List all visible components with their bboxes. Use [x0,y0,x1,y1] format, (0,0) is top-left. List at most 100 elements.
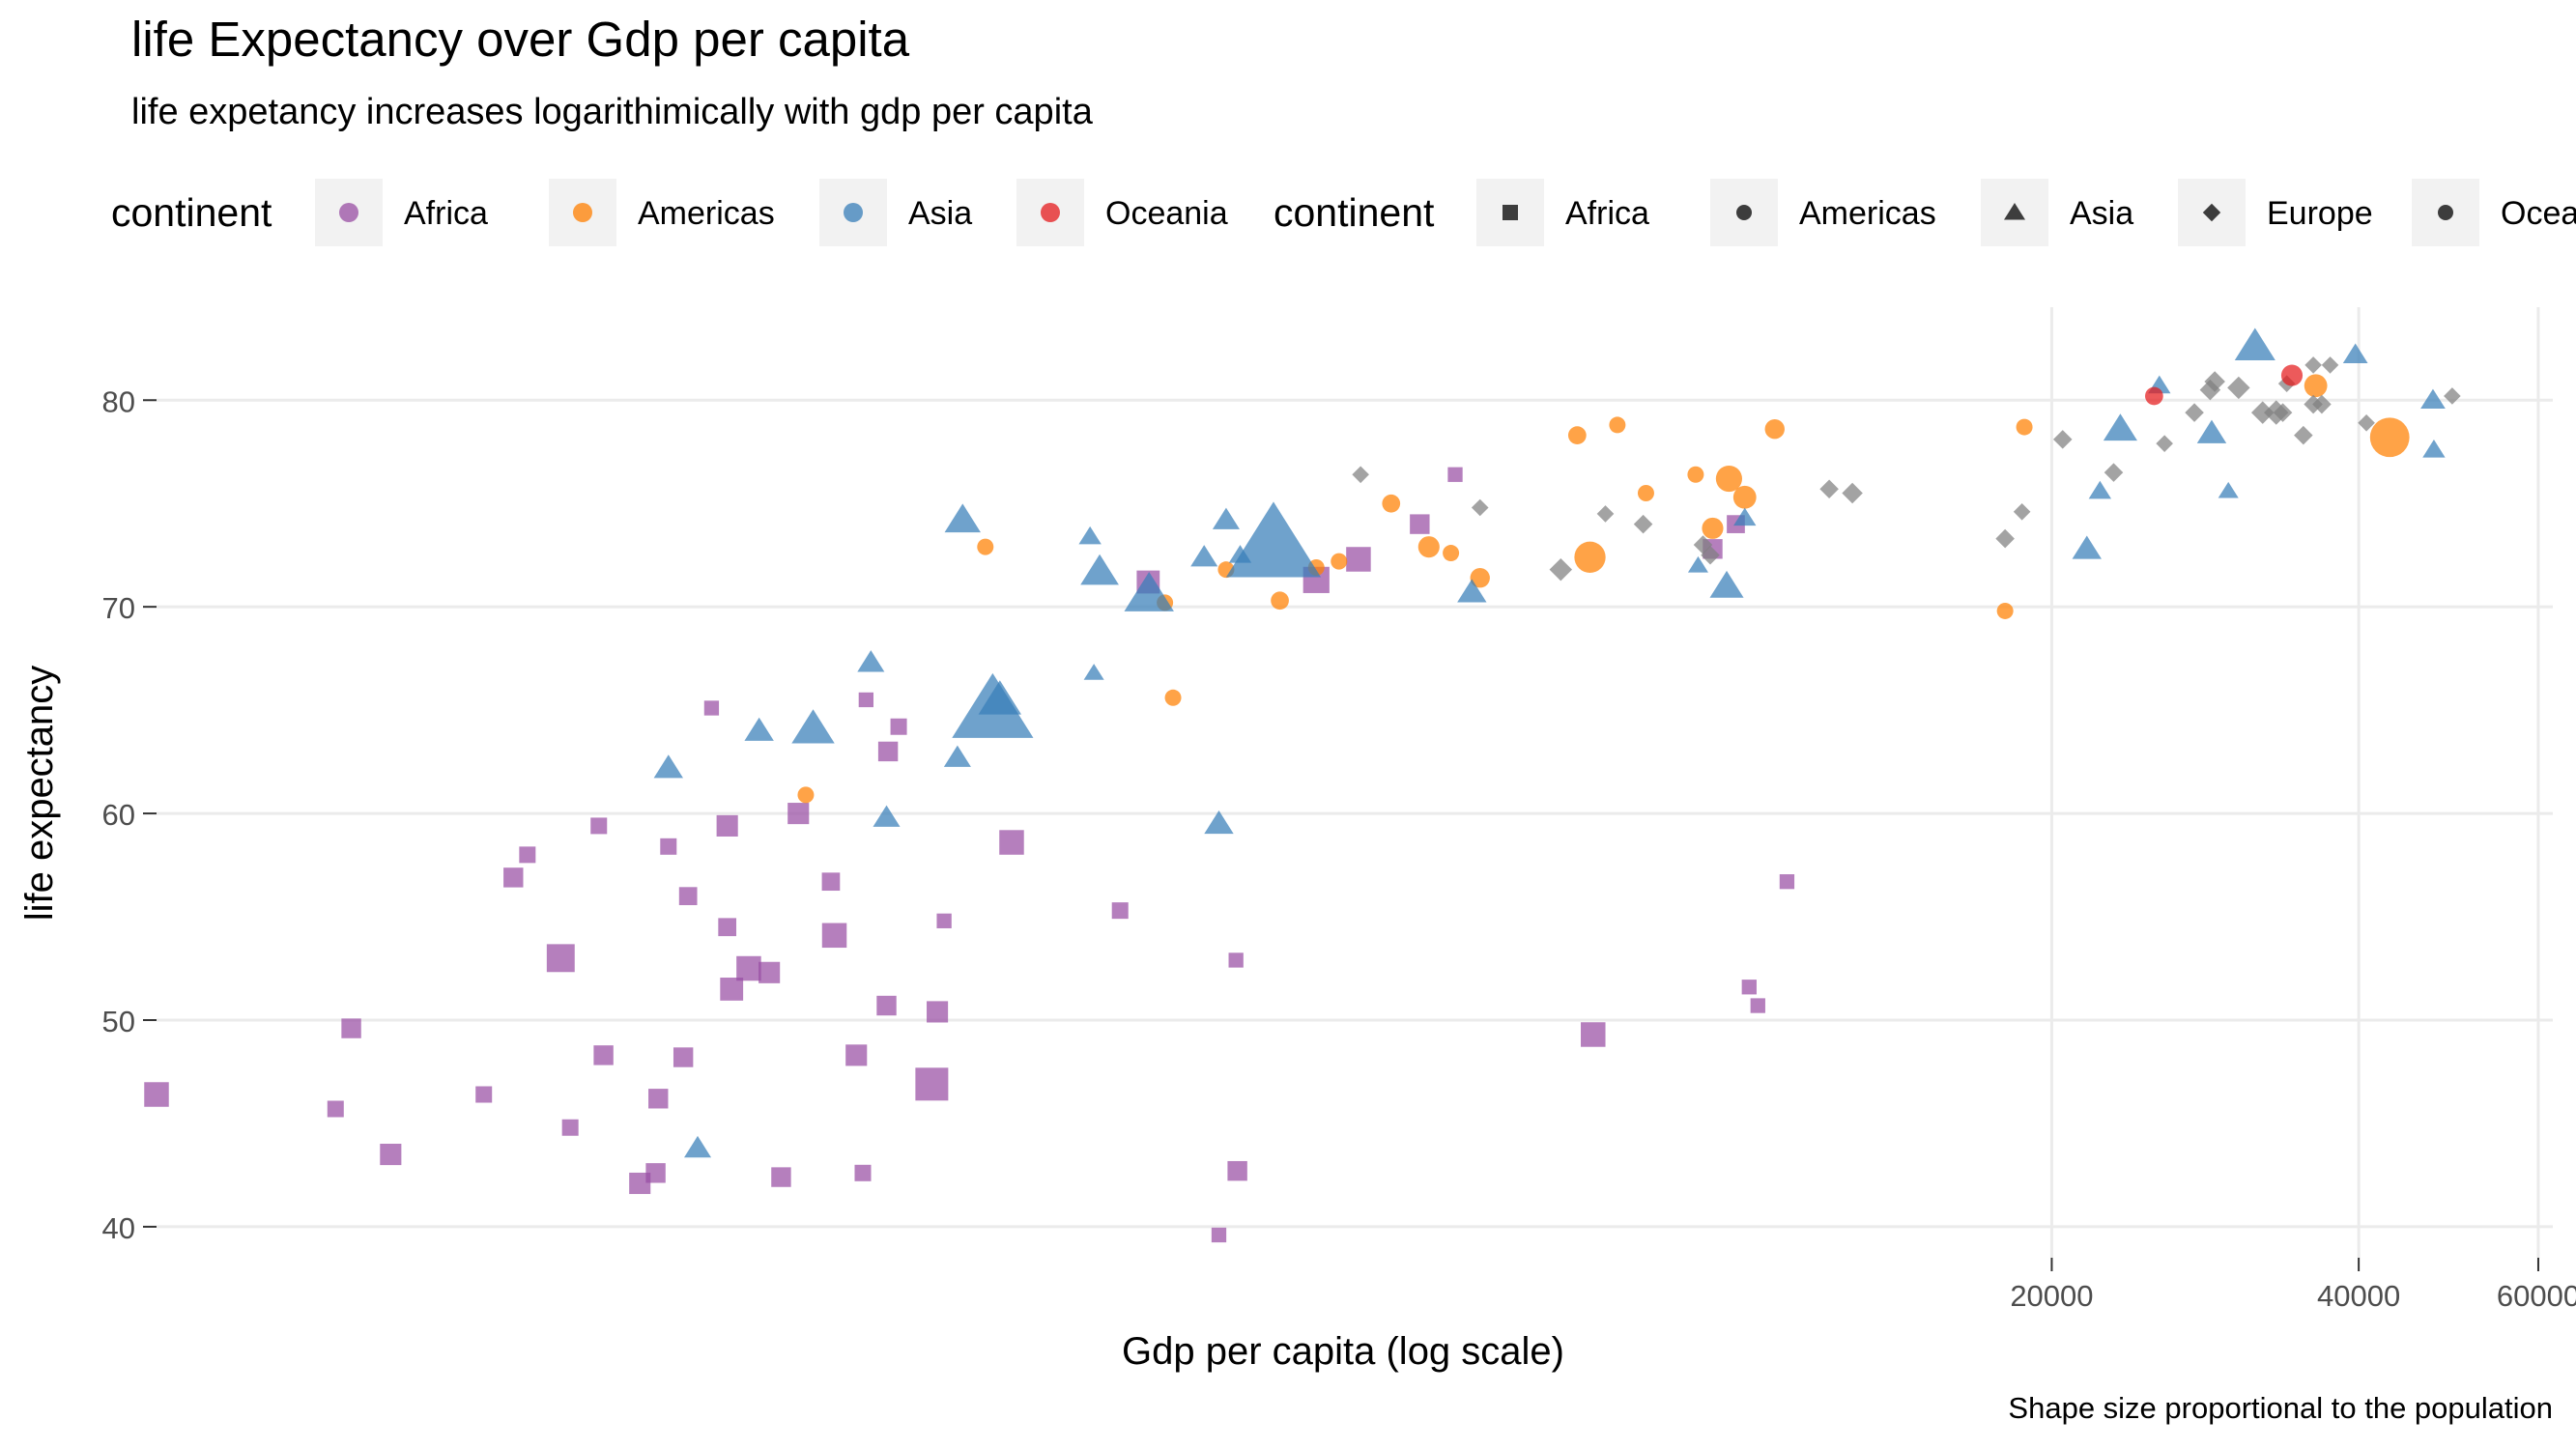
africa-point [678,887,698,906]
grid-lines [157,307,2553,1258]
europe-point [1633,514,1653,534]
series-asia [653,327,2446,1158]
africa-point [758,961,781,983]
asia-point [1078,526,1102,545]
americas-point [1574,541,1606,573]
africa-point [645,1163,666,1183]
chart-subtitle: life expetancy increases logarithimicall… [131,92,1094,132]
axis-ticks: 40 50 60 70 80 20000 40000 60000 [102,384,2576,1313]
shape-legend-label: Asia [2070,195,2133,232]
americas-point [1567,426,1587,444]
africa-point [1741,980,1757,995]
africa-point [380,1143,402,1166]
color-legend-item: Oceania [1016,179,1228,246]
asia-point [2420,388,2446,410]
europe-point [2444,387,2461,405]
europe-point [1471,498,1489,517]
africa-point [854,1164,872,1181]
africa-point [1211,1227,1227,1243]
y-tick-label: 50 [102,1005,135,1038]
europe-point [2227,376,2250,400]
americas-point [1382,494,1401,513]
americas-point [1609,416,1626,434]
africa-point [648,1089,669,1109]
americas-point [1331,553,1348,570]
africa-point [936,913,952,928]
legend-shape-swatch [2202,203,2221,222]
africa-point [629,1172,651,1195]
asia-point [1687,555,1708,573]
europe-point [1352,466,1369,484]
legend-color-swatch [573,203,592,222]
europe-point [1549,557,1573,582]
europe-point [2358,413,2375,432]
europe-point [2304,356,2322,374]
americas-point [1417,536,1440,558]
asia-point [791,709,835,744]
africa-point [1447,467,1463,482]
africa-point [144,1082,169,1107]
africa-point [703,700,720,716]
europe-point [2273,403,2293,422]
asia-point [1190,545,1218,567]
europe-point [1693,535,1713,554]
americas-point [1443,545,1460,562]
africa-point [1410,514,1430,534]
asia-point [653,754,683,779]
asia-point [978,680,1022,715]
y-tick-label: 40 [102,1211,135,1245]
europe-point [2013,502,2031,521]
x-axis-label: Gdp per capita (log scale) [1122,1330,1564,1373]
asia-point [1204,810,1234,835]
shape-legend-item: Europe [2178,179,2373,246]
asia-point [1080,554,1119,585]
africa-point [927,1001,949,1023]
series-europe [1352,356,2461,582]
africa-point [845,1044,868,1066]
africa-point [821,923,847,949]
africa-point [673,1047,694,1067]
color-legend-item: Africa [315,179,488,246]
americas-point [1702,517,1724,539]
color-legend-item: Americas [549,179,775,246]
africa-point [999,830,1024,855]
africa-point [546,944,575,973]
color-legend-item: Asia [819,179,972,246]
shape-legend-item: Oceania [2412,179,2576,246]
shape-legend-label: Europe [2267,195,2373,232]
europe-point [2294,425,2313,445]
africa-point [1779,874,1795,890]
africa-point [1346,547,1371,572]
americas-point [1470,568,1490,588]
x-tick-label: 40000 [2317,1279,2400,1313]
shape-legend: continent Africa Americas Asia Europe Oceani… [1274,179,2576,246]
oceania-point [2145,386,2163,406]
europe-point [1819,479,1839,499]
chart-title: life Expectancy over Gdp per capita [131,12,910,67]
europe-point [2185,403,2204,422]
africa-point [1227,1160,1247,1181]
europe-point [2204,371,2225,392]
legend-shape-swatch [1503,205,1518,220]
africa-point [858,692,873,708]
africa-point [890,718,907,735]
legend-color-swatch [1041,203,1060,222]
asia-point [2218,481,2239,498]
asia-point [2072,535,2102,559]
legend-shape-swatch [2438,205,2453,220]
asia-point [2422,439,2446,458]
shape-legend-label: Americas [1799,195,1936,232]
africa-point [1111,902,1129,920]
africa-point [876,995,897,1016]
color-legend: continent Africa Americas Asia Oceania [111,179,1228,246]
asia-point [2234,327,2275,360]
asia-point [1212,507,1240,529]
africa-point [1228,952,1244,968]
color-legend-title: continent [111,190,272,235]
asia-point [683,1135,712,1158]
asia-point [2196,419,2227,443]
europe-point [1596,505,1615,523]
europe-point [1842,482,1863,504]
oceania-point [2280,364,2304,386]
